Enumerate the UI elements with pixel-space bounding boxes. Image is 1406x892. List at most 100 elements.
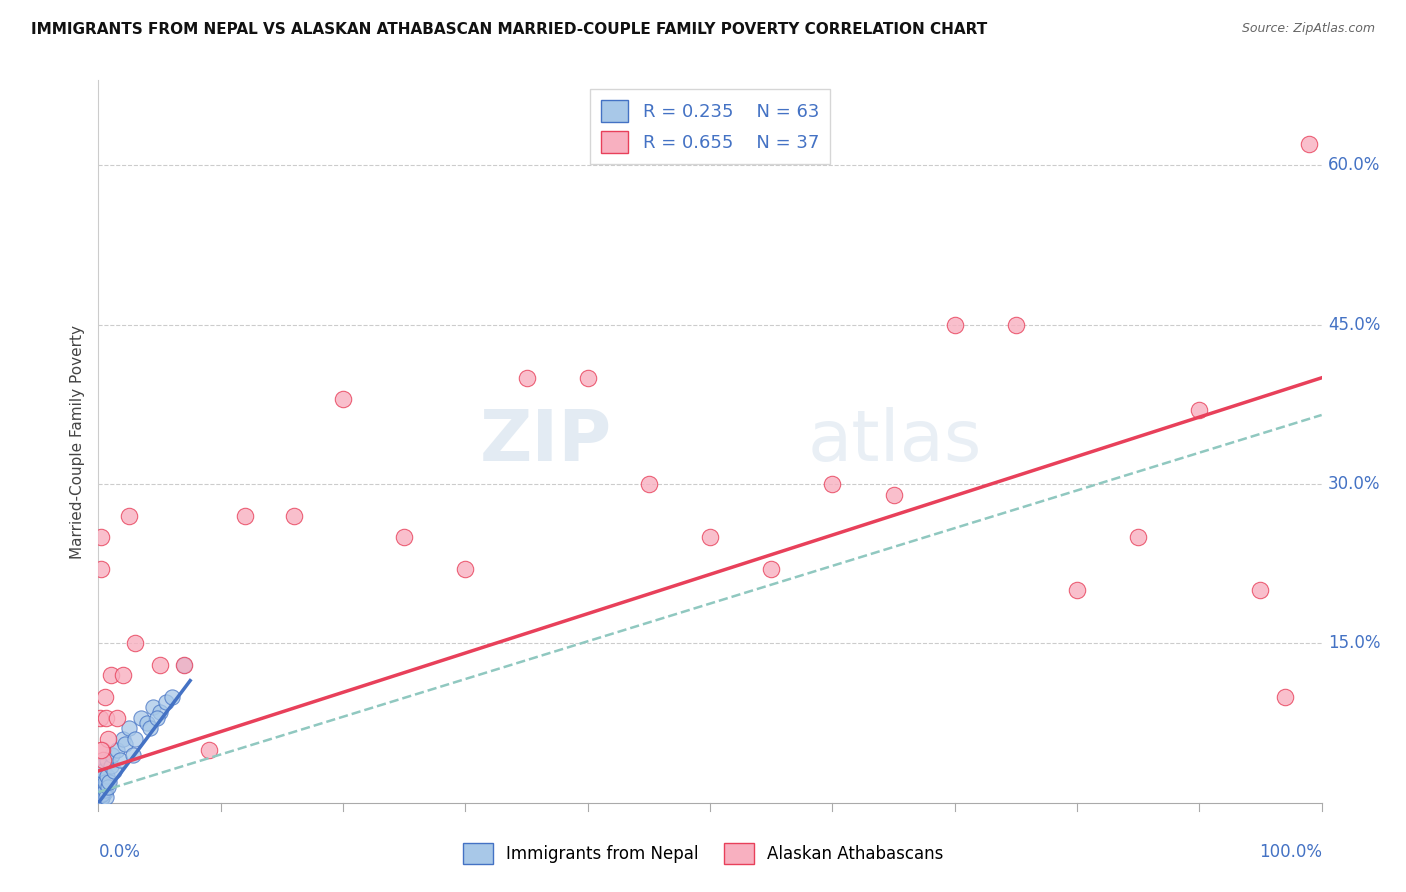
Point xyxy=(90,785,112,799)
Point xyxy=(89,711,111,725)
Point xyxy=(101,747,124,762)
Point xyxy=(89,758,111,772)
Point xyxy=(90,789,112,803)
Point xyxy=(155,695,177,709)
Point xyxy=(90,787,112,801)
Point xyxy=(89,777,111,791)
Point xyxy=(139,722,162,736)
Point xyxy=(392,530,416,544)
Point xyxy=(90,787,112,801)
Point xyxy=(160,690,183,704)
Point xyxy=(146,711,169,725)
Text: IMMIGRANTS FROM NEPAL VS ALASKAN ATHABASCAN MARRIED-COUPLE FAMILY POVERTY CORREL: IMMIGRANTS FROM NEPAL VS ALASKAN ATHABAS… xyxy=(31,22,987,37)
Point xyxy=(96,753,118,767)
Text: Source: ZipAtlas.com: Source: ZipAtlas.com xyxy=(1241,22,1375,36)
Point xyxy=(96,769,118,783)
Point xyxy=(91,790,114,805)
Point xyxy=(943,318,966,332)
Point xyxy=(124,636,146,650)
Point xyxy=(89,769,111,783)
Point xyxy=(89,789,111,803)
Point xyxy=(89,783,111,797)
Point xyxy=(98,774,121,789)
Point xyxy=(100,758,122,772)
Point xyxy=(91,785,114,799)
Point xyxy=(94,790,117,805)
Text: 30.0%: 30.0% xyxy=(1327,475,1381,493)
Point xyxy=(89,791,111,805)
Point xyxy=(94,711,117,725)
Point xyxy=(1249,583,1271,598)
Point xyxy=(91,753,114,767)
Point xyxy=(1274,690,1296,704)
Point xyxy=(576,371,599,385)
Point xyxy=(118,722,141,736)
Point xyxy=(89,780,111,794)
Point xyxy=(100,668,122,682)
Point xyxy=(90,562,112,576)
Text: 45.0%: 45.0% xyxy=(1327,316,1381,334)
Text: atlas: atlas xyxy=(808,407,983,476)
Point xyxy=(89,790,111,805)
Point xyxy=(111,668,134,682)
Point xyxy=(129,711,152,725)
Text: 0.0%: 0.0% xyxy=(98,843,141,861)
Point xyxy=(105,742,128,756)
Point xyxy=(93,785,115,799)
Point xyxy=(1004,318,1026,332)
Point xyxy=(111,732,134,747)
Point xyxy=(91,764,114,778)
Point xyxy=(1066,583,1088,598)
Point xyxy=(173,657,195,672)
Point xyxy=(91,780,114,794)
Point xyxy=(91,790,114,805)
Point xyxy=(91,742,114,756)
Text: 15.0%: 15.0% xyxy=(1327,634,1381,652)
Point xyxy=(1128,530,1150,544)
Legend: R = 0.235    N = 63, R = 0.655    N = 37: R = 0.235 N = 63, R = 0.655 N = 37 xyxy=(591,89,830,164)
Point xyxy=(90,530,112,544)
Legend: Immigrants from Nepal, Alaskan Athabascans: Immigrants from Nepal, Alaskan Athabasca… xyxy=(456,837,950,871)
Point xyxy=(283,508,305,523)
Point xyxy=(173,657,195,672)
Y-axis label: Married-Couple Family Poverty: Married-Couple Family Poverty xyxy=(69,325,84,558)
Point xyxy=(91,774,114,789)
Point xyxy=(89,769,111,783)
Point xyxy=(142,700,165,714)
Point xyxy=(90,777,112,791)
Point xyxy=(821,477,844,491)
Point xyxy=(515,371,537,385)
Point xyxy=(332,392,354,406)
Point xyxy=(91,769,114,783)
Point xyxy=(90,742,112,756)
Point xyxy=(91,787,114,801)
Point xyxy=(91,787,114,801)
Point xyxy=(89,774,111,789)
Point xyxy=(89,785,111,799)
Point xyxy=(124,732,146,747)
Point xyxy=(149,706,172,720)
Point xyxy=(89,779,111,793)
Point xyxy=(89,764,111,778)
Point xyxy=(90,789,112,804)
Point xyxy=(233,508,256,523)
Point xyxy=(89,783,111,797)
Point xyxy=(118,508,141,523)
Point xyxy=(114,737,136,751)
Point xyxy=(149,657,172,672)
Point xyxy=(136,716,159,731)
Point xyxy=(93,774,115,789)
Point xyxy=(89,792,111,806)
Point xyxy=(1298,136,1320,151)
Point xyxy=(90,780,112,794)
Point xyxy=(93,690,115,704)
Point xyxy=(89,774,111,789)
Point xyxy=(103,764,125,778)
Point xyxy=(97,732,120,747)
Point xyxy=(761,562,783,576)
Point xyxy=(637,477,661,491)
Point xyxy=(93,783,115,797)
Text: ZIP: ZIP xyxy=(479,407,612,476)
Point xyxy=(94,777,117,791)
Point xyxy=(110,753,132,767)
